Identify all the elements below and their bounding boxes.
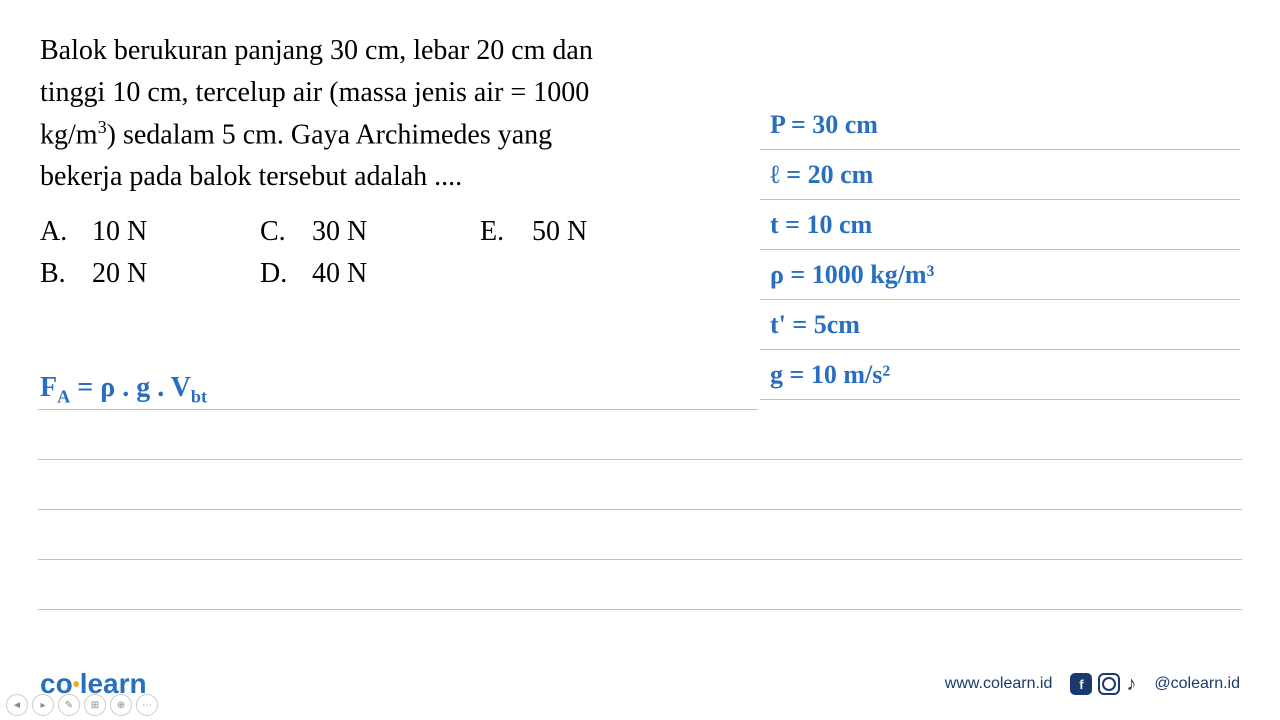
instagram-icon [1098,673,1120,695]
facebook-icon: f [1070,673,1092,695]
footer-handle: @colearn.id [1154,675,1240,693]
footer-right: www.colearn.id f ♪ @colearn.id [945,673,1240,696]
option-d-letter: D. [260,258,312,290]
footer: co•learn www.colearn.id f ♪ @colearn.id [0,668,1280,700]
question-line-3b: ) sedalam 5 cm. Gaya Archimedes yang [107,119,553,150]
option-b: B. 20 N [40,258,260,290]
option-a-text: 10 N [92,216,147,248]
question-line-1: Balok berukuran panjang 30 cm, lebar 20 … [40,35,593,66]
tiktok-icon: ♪ [1126,673,1136,696]
rule-lines-bottom [38,410,1242,610]
question-line-4: bekerja pada balok tersebut adalah .... [40,161,462,192]
prev-button[interactable]: ◄ [6,694,28,716]
option-a: A. 10 N [40,216,260,248]
option-e-text: 50 N [532,216,587,248]
logo-dot-icon: • [73,674,80,696]
hw-line-5: t' = 5cm [760,300,1240,350]
option-d: D. 40 N [260,258,480,290]
option-b-text: 20 N [92,258,147,290]
hw-line-4: ρ = 1000 kg/m³ [760,250,1240,300]
player-controls: ◄ ▸ ✎ ⊞ ⊕ ⋯ [6,694,158,716]
more-button[interactable]: ⋯ [136,694,158,716]
option-e: E. 50 N [480,216,700,248]
option-c-letter: C. [260,216,312,248]
play-button[interactable]: ▸ [32,694,54,716]
handwriting-formula: FA = ρ . g . Vbt [40,372,207,408]
option-a-letter: A. [40,216,92,248]
question-text: Balok berukuran panjang 30 cm, lebar 20 … [40,30,740,198]
option-d-text: 40 N [312,258,367,290]
hw-line-6: g = 10 m/s² [760,350,1240,400]
hw-line-2: ℓ = 20 cm [760,150,1240,200]
question-line-2: tinggi 10 cm, tercelup air (massa jenis … [40,77,589,108]
option-e-letter: E. [480,216,532,248]
handwriting-notes: P = 30 cm ℓ = 20 cm t = 10 cm ρ = 1000 k… [760,100,1240,400]
option-c: C. 30 N [260,216,480,248]
social-icons: f ♪ [1070,673,1136,696]
option-b-letter: B. [40,258,92,290]
footer-url: www.colearn.id [945,675,1053,693]
edit-button[interactable]: ✎ [58,694,80,716]
zoom-button[interactable]: ⊕ [110,694,132,716]
hw-line-3: t = 10 cm [760,200,1240,250]
question-line-3a: kg/m [40,119,98,150]
option-c-text: 30 N [312,216,367,248]
hw-line-1: P = 30 cm [760,100,1240,150]
grid-button[interactable]: ⊞ [84,694,106,716]
